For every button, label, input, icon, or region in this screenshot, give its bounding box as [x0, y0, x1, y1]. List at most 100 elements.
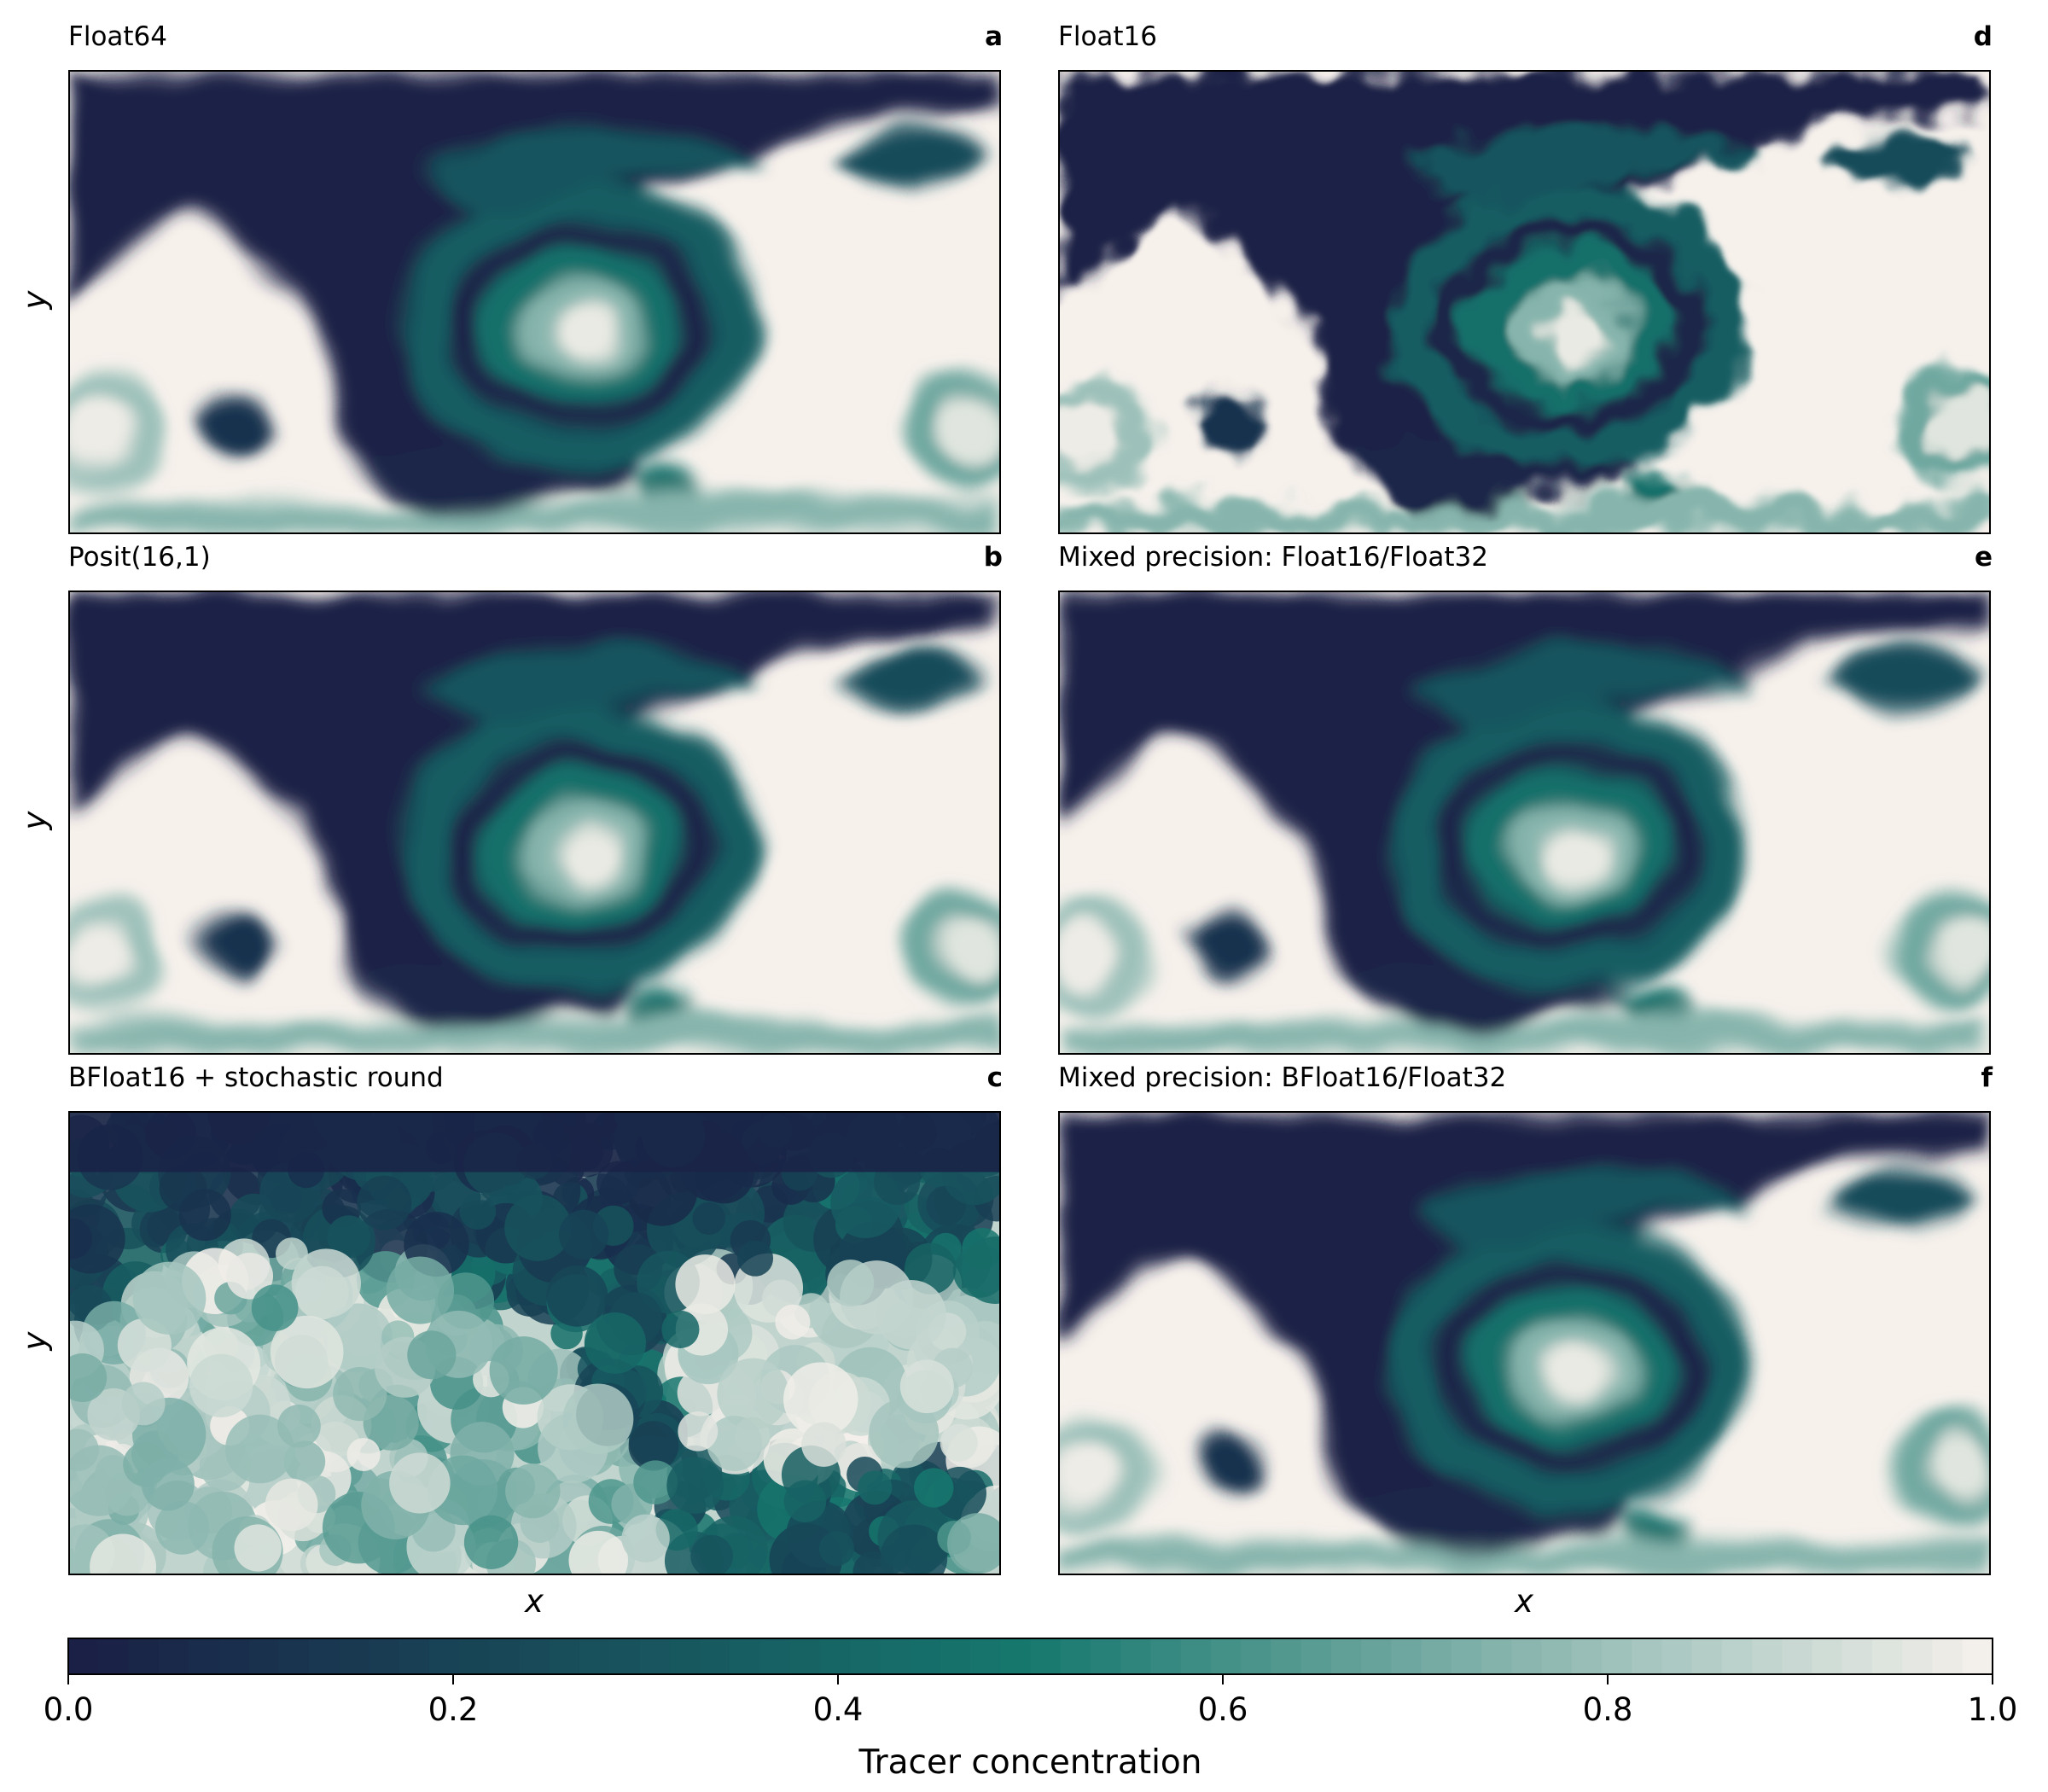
- colorbar-segment: [459, 1638, 490, 1674]
- colorbar-segment: [730, 1638, 760, 1674]
- colorbar-segment: [339, 1638, 369, 1674]
- colorbar-segment: [579, 1638, 610, 1674]
- colorbar-tick-label: 0.8: [1583, 1691, 1633, 1728]
- panel-e-letter: e: [1974, 542, 1993, 573]
- colorbar-segment: [1841, 1638, 1873, 1674]
- colorbar-segment: [639, 1638, 671, 1674]
- colorbar-segment: [1782, 1638, 1813, 1674]
- panel-f-field: [1060, 1113, 1989, 1574]
- colorbar-segment: [1541, 1638, 1573, 1674]
- colorbar-segment: [940, 1638, 971, 1674]
- colorbar-segment: [308, 1638, 340, 1674]
- panel-e-field: [1060, 592, 1989, 1053]
- panel-c-field: [70, 1113, 999, 1574]
- panel-e-heatmap: [1058, 591, 1991, 1055]
- colorbar-segment: [1812, 1638, 1843, 1674]
- colorbar-segment: [1241, 1638, 1271, 1674]
- panel-c-letter: c: [986, 1062, 1003, 1093]
- colorbar-segment: [1902, 1638, 1934, 1674]
- colorbar-segment: [1661, 1638, 1693, 1674]
- panel-a-heatmap: [68, 70, 1001, 534]
- panel-d-heatmap: [1058, 70, 1991, 534]
- colorbar-segment: [549, 1638, 580, 1674]
- colorbar-segment: [819, 1638, 851, 1674]
- panel-f-title: Mixed precision: BFloat16/Float32: [1058, 1062, 1507, 1093]
- panel-e-title: Mixed precision: Float16/Float32: [1058, 542, 1488, 573]
- colorbar-segment: [1632, 1638, 1663, 1674]
- colorbar-tick-label: 1.0: [1968, 1691, 2018, 1728]
- panel-d-field: [1060, 72, 1989, 532]
- colorbar-segment: [1601, 1638, 1632, 1674]
- colorbar-segment: [1000, 1638, 1032, 1674]
- colorbar-tick-label: 0.4: [813, 1691, 864, 1728]
- colorbar-segment: [1271, 1638, 1302, 1674]
- panel-b-title: Posit(16,1): [68, 542, 211, 573]
- colorbar-segment: [910, 1638, 941, 1674]
- colorbar-segment: [1872, 1638, 1903, 1674]
- colorbar-segment: [1451, 1638, 1482, 1674]
- panel-a-field: [70, 72, 999, 532]
- colorbar-segment: [1391, 1638, 1423, 1674]
- panel-f-heatmap: [1058, 1111, 1991, 1575]
- colorbar-segment: [68, 1638, 99, 1674]
- panel-a-title: Float64: [68, 21, 168, 52]
- colorbar-segment: [1481, 1638, 1512, 1674]
- colorbar-segment: [1030, 1638, 1062, 1674]
- colorbar-segment: [369, 1638, 400, 1674]
- colorbar-segments: [68, 1638, 1993, 1674]
- right-xlabel: x: [1515, 1583, 1533, 1620]
- colorbar-segment: [1511, 1638, 1543, 1674]
- panel-b-letter: b: [983, 542, 1003, 573]
- panel-a-letter: a: [985, 21, 1003, 52]
- colorbar-segment: [188, 1638, 219, 1674]
- colorbar-tick-label: 0.2: [428, 1691, 479, 1728]
- panel-c-heatmap: [68, 1111, 1001, 1575]
- colorbar-segment: [98, 1638, 130, 1674]
- colorbar-segment: [1210, 1638, 1242, 1674]
- colorbar-segment: [278, 1638, 310, 1674]
- colorbar-segment: [850, 1638, 881, 1674]
- colorbar-segment: [609, 1638, 641, 1674]
- panel-b-field: [70, 592, 999, 1053]
- colorbar-segment: [699, 1638, 730, 1674]
- colorbar-segment: [218, 1638, 249, 1674]
- panel-d-title: Float16: [1058, 21, 1158, 52]
- panel-c-title: BFloat16 + stochastic round: [68, 1062, 444, 1093]
- colorbar-frame: [67, 1638, 1993, 1675]
- colorbar-segment: [759, 1638, 791, 1674]
- colorbar-segment: [880, 1638, 911, 1674]
- colorbar-segment: [970, 1638, 1001, 1674]
- colorbar-segment: [1060, 1638, 1091, 1674]
- colorbar-segment: [1421, 1638, 1452, 1674]
- colorbar-segment: [399, 1638, 430, 1674]
- colorbar-segment: [428, 1638, 460, 1674]
- colorbar-segment: [1932, 1638, 1964, 1674]
- colorbar-segment: [1120, 1638, 1152, 1674]
- colorbar-tick-label: 0.6: [1198, 1691, 1248, 1728]
- colorbar-segment: [1150, 1638, 1182, 1674]
- colorbar-segment: [248, 1638, 280, 1674]
- colorbar-segment: [128, 1638, 160, 1674]
- colorbar-segment: [158, 1638, 189, 1674]
- colorbar-segment: [1571, 1638, 1603, 1674]
- panel-b-heatmap: [68, 591, 1001, 1055]
- colorbar-segment: [1721, 1638, 1753, 1674]
- colorbar-segment: [669, 1638, 701, 1674]
- panel-f-letter: f: [1981, 1062, 1993, 1093]
- left-xlabel: x: [525, 1583, 544, 1620]
- panel-d-letter: d: [1973, 21, 1993, 52]
- colorbar-segment: [489, 1638, 521, 1674]
- colorbar-segment: [1752, 1638, 1783, 1674]
- colorbar-label: Tracer concentration: [858, 1743, 1202, 1782]
- colorbar-segment: [1300, 1638, 1332, 1674]
- colorbar-segment: [1361, 1638, 1392, 1674]
- colorbar-segment: [519, 1638, 550, 1674]
- colorbar-segment: [1090, 1638, 1121, 1674]
- colorbar-tick-label: 0.0: [44, 1691, 94, 1728]
- colorbar-segment: [1962, 1638, 1993, 1674]
- colorbar-segment: [789, 1638, 821, 1674]
- colorbar-segment: [1330, 1638, 1362, 1674]
- colorbar-segment: [1691, 1638, 1723, 1674]
- colorbar-segment: [1180, 1638, 1212, 1674]
